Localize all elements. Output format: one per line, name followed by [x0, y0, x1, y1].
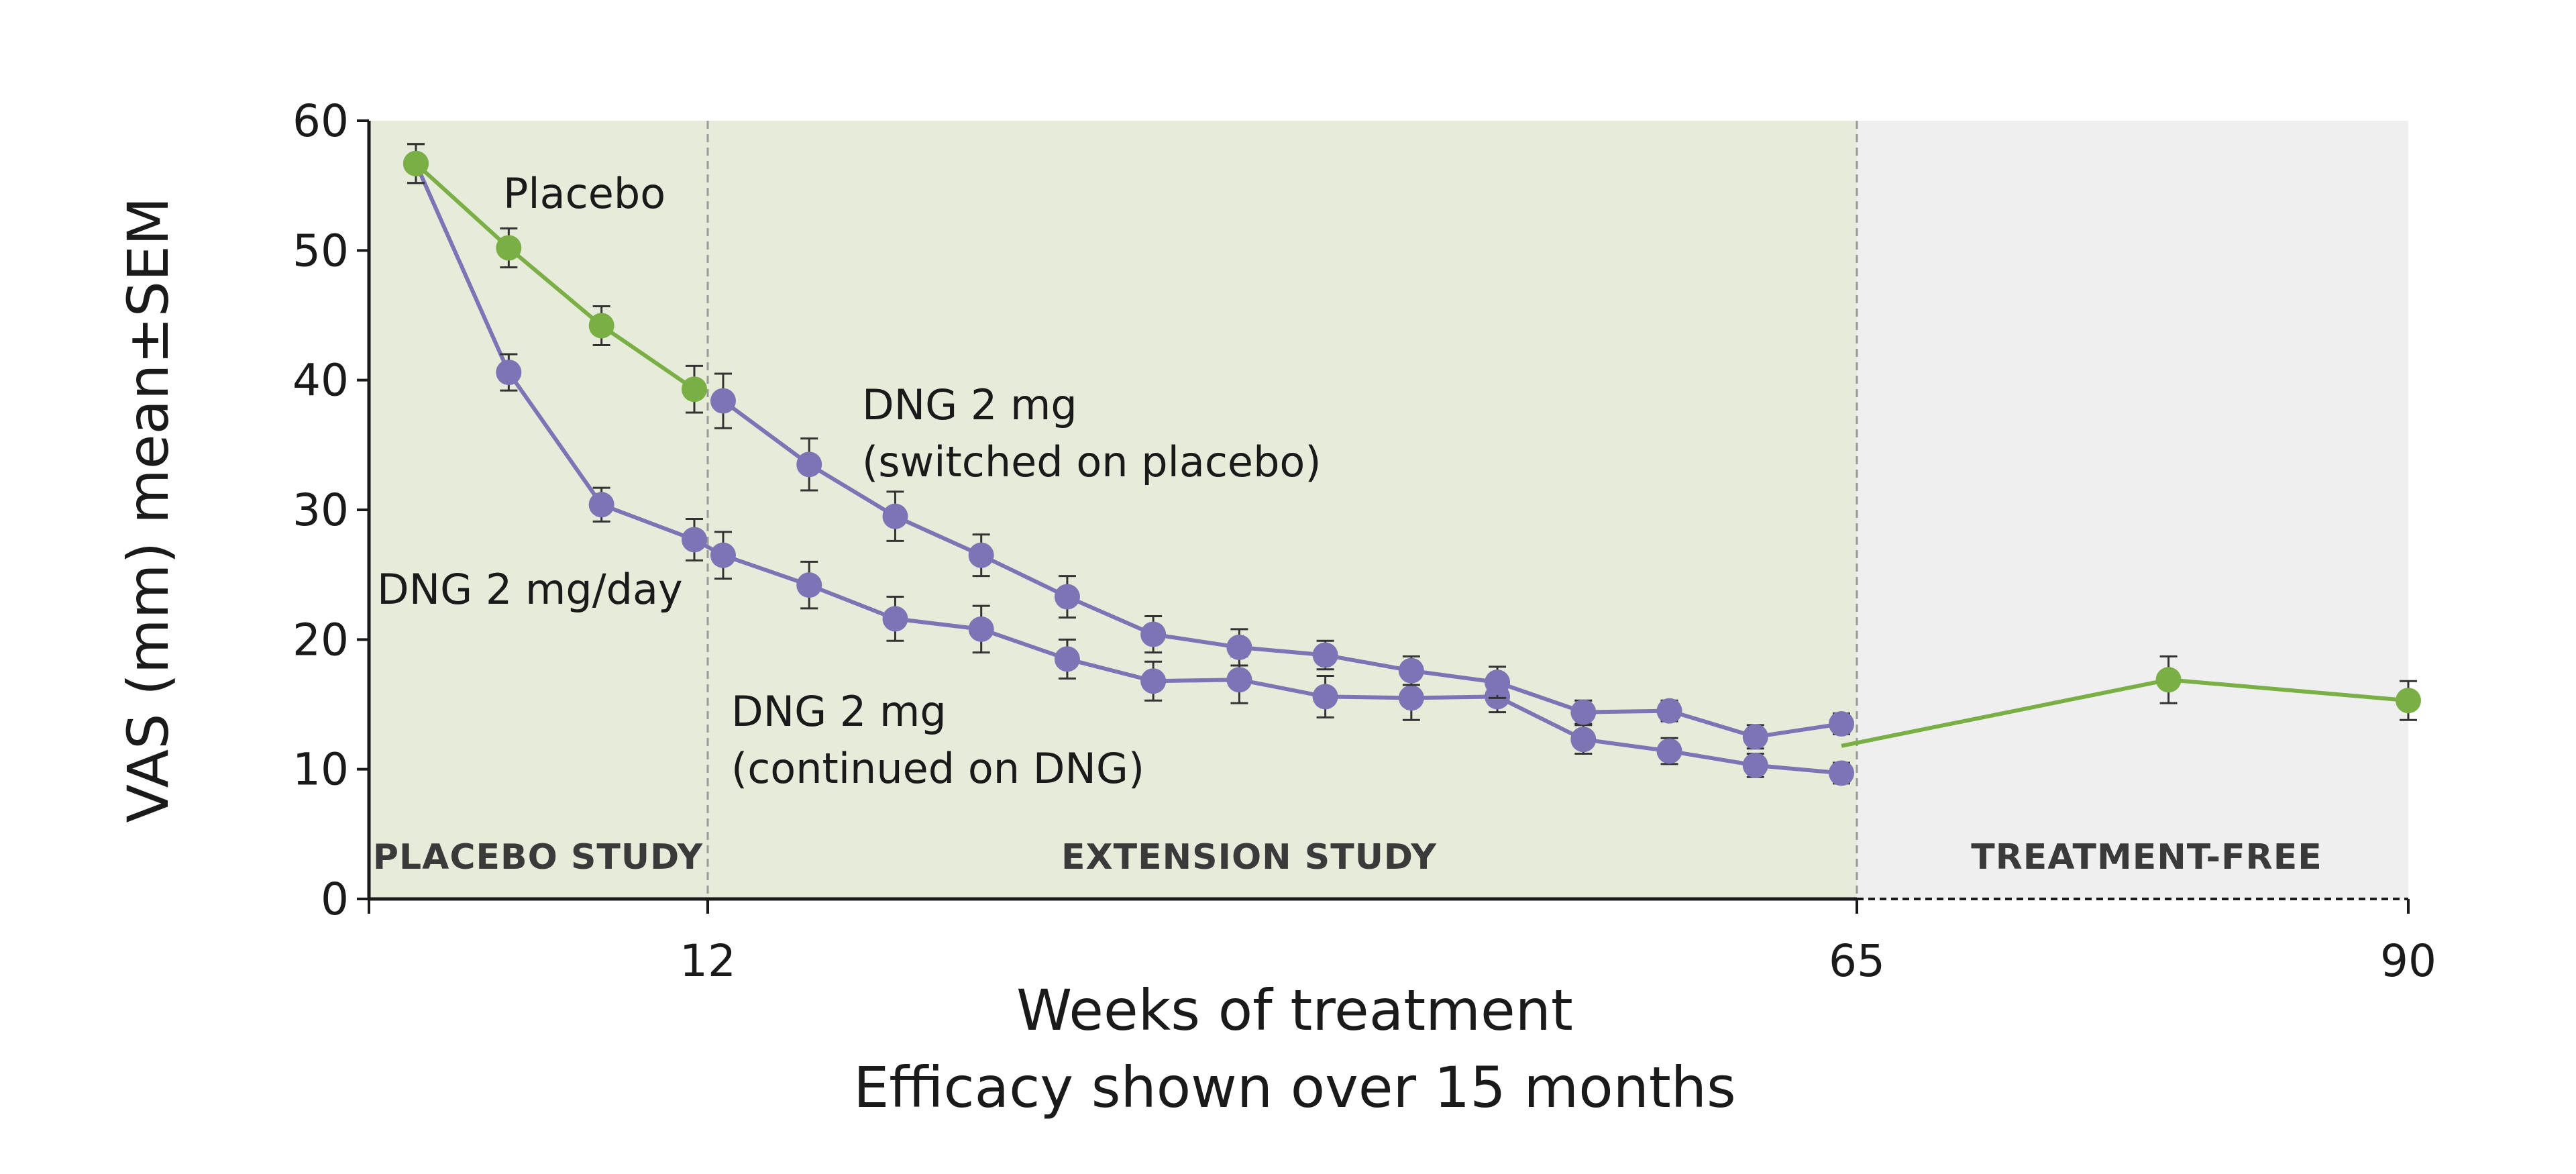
data-point	[1656, 698, 1682, 724]
data-point	[588, 492, 614, 518]
series-3	[1841, 655, 2421, 748]
data-point	[1398, 657, 1424, 684]
region-placebo-study	[369, 121, 708, 899]
data-point	[1829, 760, 1854, 786]
x-axis-subtitle: Efficacy shown over 15 months	[853, 1055, 1736, 1120]
data-point	[1312, 642, 1338, 668]
data-point	[1226, 634, 1252, 660]
data-point	[1398, 685, 1424, 711]
data-point	[1742, 752, 1768, 778]
data-point	[1742, 724, 1768, 750]
x-axis-title: Weeks of treatment	[1016, 977, 1573, 1043]
data-point	[496, 235, 522, 261]
data-point	[1140, 621, 1167, 647]
data-point	[2396, 688, 2421, 714]
data-point	[968, 616, 994, 642]
y-tick-label: 40	[292, 355, 349, 407]
y-tick-label: 20	[292, 614, 349, 665]
data-point	[796, 572, 822, 598]
annotation-switched-line2: (switched on placebo)	[862, 437, 1322, 486]
series-line	[722, 399, 1842, 739]
data-point	[796, 451, 822, 478]
data-point	[1054, 584, 1080, 610]
series-line	[414, 162, 696, 391]
data-point	[682, 376, 707, 403]
x-tick-label: 65	[1829, 935, 1885, 987]
data-point	[1312, 684, 1338, 710]
data-point	[882, 606, 908, 632]
y-tick-label: 0	[321, 873, 349, 925]
region-treatment-free	[1857, 121, 2408, 899]
y-tick-label: 30	[292, 484, 349, 536]
annotation-dng-2mg-day: DNG 2 mg/day	[377, 565, 683, 614]
data-point	[403, 150, 429, 176]
data-point	[1570, 699, 1597, 725]
data-point	[882, 503, 908, 529]
region-label-treatment-free: TREATMENT-FREE	[1971, 837, 2322, 877]
data-point	[1829, 711, 1854, 737]
data-point	[710, 388, 736, 414]
annotation-continued-line2: (continued on DNG)	[731, 744, 1144, 793]
region-label-placebo: PLACEBO STUDY	[373, 837, 704, 877]
data-point	[2155, 667, 2182, 693]
series-1	[710, 372, 1854, 750]
data-point	[682, 527, 707, 553]
data-point	[588, 313, 614, 339]
data-point	[1570, 727, 1597, 753]
x-tick-label: 12	[680, 935, 736, 987]
y-axis-title: VAS (mm) mean±SEM	[115, 197, 181, 823]
data-point	[1485, 670, 1511, 696]
data-point	[1656, 738, 1682, 764]
annotation-placebo: Placebo	[503, 169, 665, 218]
y-tick-label: 60	[292, 95, 349, 147]
x-tick-label: 90	[2380, 935, 2436, 987]
annotation-switched-line1: DNG 2 mg	[862, 380, 1077, 429]
data-point	[710, 542, 736, 568]
series-2	[403, 143, 707, 414]
region-label-extension: EXTENSION STUDY	[1061, 837, 1437, 877]
data-point	[1054, 646, 1080, 672]
annotation-continued-line1: DNG 2 mg	[731, 687, 947, 736]
data-point	[1140, 668, 1167, 694]
y-tick-label: 10	[292, 744, 349, 796]
data-point	[1226, 667, 1252, 693]
data-point	[968, 542, 994, 568]
data-point	[496, 360, 522, 386]
y-tick-label: 50	[292, 225, 349, 276]
series-line	[414, 162, 1842, 776]
